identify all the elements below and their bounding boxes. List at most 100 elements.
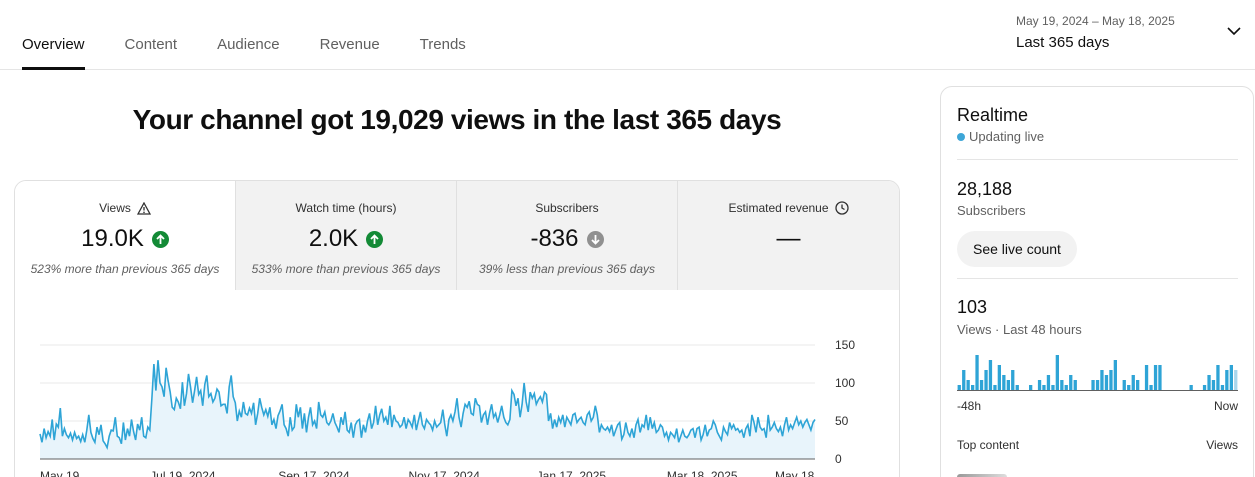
- realtime-bar[interactable]: [1095, 380, 1100, 390]
- realtime-bar[interactable]: [1046, 375, 1051, 390]
- y-tick-label: 150: [835, 338, 855, 352]
- metric-label: Subscribers: [535, 201, 599, 215]
- realtime-bar[interactable]: [1113, 360, 1117, 390]
- realtime-views-bar-chart: [957, 355, 1238, 391]
- divider: [957, 159, 1238, 160]
- metric-value-container: 2.0K: [309, 225, 384, 253]
- metric-tabs: Views 19.0K 523% more than previous 365 …: [15, 181, 899, 290]
- views-line-series[interactable]: [39, 360, 816, 451]
- realtime-bar[interactable]: [1006, 380, 1010, 390]
- realtime-bar[interactable]: [1122, 380, 1126, 390]
- metric-label: Estimated revenue: [728, 201, 829, 215]
- realtime-bar[interactable]: [1011, 370, 1015, 390]
- realtime-bar[interactable]: [975, 355, 979, 390]
- top-tab-bar: Overview Content Audience Revenue Trends…: [0, 0, 1255, 70]
- top-content-thumbnail[interactable]: [957, 474, 1007, 477]
- date-range-label: Last 365 days: [1016, 34, 1110, 51]
- realtime-bar[interactable]: [1202, 385, 1207, 390]
- realtime-bar[interactable]: [1158, 365, 1162, 390]
- realtime-bar[interactable]: [1207, 375, 1211, 390]
- metric-value-container: -836: [530, 225, 604, 253]
- realtime-bar[interactable]: [1234, 370, 1238, 390]
- realtime-bar[interactable]: [957, 385, 961, 390]
- realtime-status-text: Updating live: [969, 129, 1045, 144]
- top-content-label: Top content: [957, 438, 1020, 452]
- metric-value-container: 19.0K: [81, 225, 169, 253]
- realtime-views-value: 103: [957, 297, 988, 317]
- views-line-chart: 0 50 100 150 May 19 Jul 19, 2024 Sep 17, 2024…: [39, 338, 855, 477]
- realtime-bar[interactable]: [1037, 380, 1042, 390]
- realtime-bar[interactable]: [1091, 380, 1095, 390]
- realtime-bar[interactable]: [979, 380, 984, 390]
- realtime-bar[interactable]: [1131, 375, 1135, 390]
- realtime-bar[interactable]: [1211, 380, 1216, 390]
- tab-trends[interactable]: Trends: [419, 36, 466, 53]
- metric-value-container: —: [777, 225, 801, 253]
- realtime-bar[interactable]: [1229, 365, 1233, 390]
- realtime-bar[interactable]: [1002, 375, 1006, 390]
- realtime-bar[interactable]: [971, 385, 975, 390]
- trend-up-icon: [151, 230, 169, 248]
- page-title: Your channel got 19,029 views in the las…: [132, 104, 782, 135]
- metric-tab-watch-time[interactable]: Watch time (hours) 2.0K 533% more than p…: [236, 181, 457, 290]
- realtime-bar[interactable]: [1109, 370, 1113, 390]
- realtime-bar[interactable]: [1015, 385, 1019, 390]
- realtime-bar[interactable]: [1064, 385, 1068, 390]
- realtime-bar[interactable]: [1149, 385, 1153, 390]
- realtime-bar[interactable]: [966, 380, 970, 390]
- metric-tab-subscribers[interactable]: Subscribers -836 39% less than previous …: [457, 181, 678, 290]
- realtime-bar[interactable]: [1029, 385, 1033, 390]
- metric-label-container: Views: [99, 201, 151, 215]
- realtime-panel: Realtime Updating live 28,188 Subscriber…: [940, 86, 1254, 477]
- realtime-bar[interactable]: [1220, 385, 1225, 390]
- tab-content[interactable]: Content: [124, 36, 178, 53]
- realtime-bar[interactable]: [1127, 385, 1131, 390]
- realtime-bar[interactable]: [997, 365, 1001, 390]
- realtime-bar[interactable]: [1051, 385, 1055, 390]
- x-tick-label: Jan 17, 2025: [537, 469, 607, 477]
- metric-value: 19.0K: [81, 225, 144, 252]
- warning-icon[interactable]: [136, 201, 151, 215]
- realtime-bar[interactable]: [1144, 365, 1149, 390]
- x-tick-label: Jul 19, 2024: [150, 469, 216, 477]
- realtime-bar[interactable]: [1136, 380, 1140, 390]
- realtime-bar[interactable]: [1055, 355, 1059, 390]
- realtime-bar[interactable]: [1042, 385, 1046, 390]
- realtime-bar[interactable]: [1225, 370, 1229, 390]
- clock-icon[interactable]: [834, 201, 849, 215]
- realtime-bar[interactable]: [984, 370, 988, 390]
- realtime-bars: [957, 355, 1238, 390]
- date-range-selector[interactable]: May 19, 2024 – May 18, 2025 Last 365 day…: [1016, 14, 1241, 58]
- metric-comparison-note: 39% less than previous 365 days: [478, 262, 656, 276]
- metric-comparison-note: 533% more than previous 365 days: [251, 262, 441, 276]
- realtime-bar[interactable]: [1189, 385, 1193, 390]
- realtime-bar[interactable]: [1104, 375, 1109, 390]
- tab-audience[interactable]: Audience: [217, 36, 280, 53]
- realtime-bar[interactable]: [1073, 380, 1077, 390]
- realtime-status: Updating live: [957, 129, 1044, 144]
- tab-overview[interactable]: Overview: [22, 0, 85, 70]
- metric-tab-estimated-revenue[interactable]: Estimated revenue —: [678, 181, 899, 290]
- metric-label-container: Estimated revenue: [728, 201, 849, 215]
- metric-label: Views: [99, 201, 131, 215]
- metric-tab-views[interactable]: Views 19.0K 523% more than previous 365 …: [15, 181, 236, 290]
- chevron-down-icon[interactable]: [1227, 26, 1241, 36]
- realtime-axis-start: -48h: [957, 399, 982, 413]
- views-area-fill: [40, 360, 815, 459]
- y-axis-ticks: 0 50 100 150: [835, 338, 855, 466]
- realtime-subscribers-label: Subscribers: [957, 203, 1026, 218]
- metric-label: Watch time (hours): [295, 201, 397, 215]
- divider: [957, 278, 1238, 279]
- realtime-axis-labels: -48h Now: [957, 399, 1238, 413]
- realtime-bar[interactable]: [1060, 380, 1064, 390]
- realtime-bar[interactable]: [962, 370, 966, 390]
- realtime-bar[interactable]: [1216, 365, 1220, 390]
- realtime-bar[interactable]: [1069, 375, 1073, 390]
- realtime-bar[interactable]: [1100, 370, 1104, 390]
- x-tick-label: Sep 17, 2024: [278, 469, 350, 477]
- realtime-bar[interactable]: [993, 385, 997, 390]
- realtime-bar[interactable]: [1153, 365, 1158, 390]
- see-live-count-button[interactable]: See live count: [957, 231, 1077, 267]
- realtime-bar[interactable]: [988, 360, 993, 390]
- tab-revenue[interactable]: Revenue: [319, 36, 380, 53]
